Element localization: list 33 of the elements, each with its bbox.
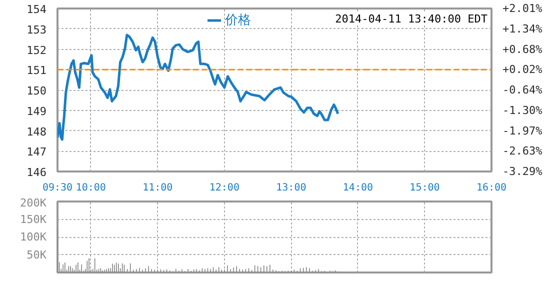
y2-tick-label: -1.30% — [502, 104, 543, 117]
y-tick-label: 200K — [20, 196, 47, 210]
x-tick-label: 12:00 — [209, 182, 240, 194]
y2-tick-label: -3.29% — [502, 165, 543, 178]
y2-tick-label: +2.01% — [502, 2, 543, 15]
x-tick-label: 09:30 — [42, 182, 73, 194]
y-tick-label: 154 — [26, 3, 47, 16]
y2-tick-label: -0.64% — [502, 84, 543, 96]
y2-tick-label: +1.34% — [502, 22, 543, 36]
y2-tick-label: -1.97% — [502, 124, 543, 138]
x-tick-label: 13:00 — [276, 182, 306, 194]
y-tick-label: 149 — [26, 104, 47, 118]
y2-tick-label: +0.02% — [502, 63, 543, 76]
y-tick-label: 150 — [26, 84, 47, 98]
x-tick-label: 14:00 — [342, 182, 374, 194]
y-tick-label: 150K — [20, 212, 47, 226]
y2-tick-label: -2.63% — [502, 144, 543, 158]
y-tick-label: 153 — [26, 23, 47, 36]
y-tick-label: 152 — [26, 44, 47, 57]
annotation: 2014-04-11 13:40:00 EDT — [335, 12, 488, 26]
y-tick-label: 50K — [26, 248, 47, 262]
x-tick-label: 11:00 — [142, 182, 173, 194]
x-tick-label: 15:00 — [410, 182, 440, 194]
y2-tick-label: +0.68% — [502, 42, 543, 56]
y-tick-label: 100K — [20, 230, 47, 244]
x-tick-label: 10:00 — [76, 182, 106, 194]
line-series — [58, 34, 340, 141]
y-tick-label: 151 — [26, 64, 47, 78]
legend-label: 价格 — [225, 11, 251, 29]
x-tick-label: 16:00 — [476, 182, 507, 194]
y-tick-label: 146 — [26, 166, 47, 179]
y-tick-label: 147 — [26, 146, 47, 159]
y-tick-label: 148 — [26, 125, 47, 138]
